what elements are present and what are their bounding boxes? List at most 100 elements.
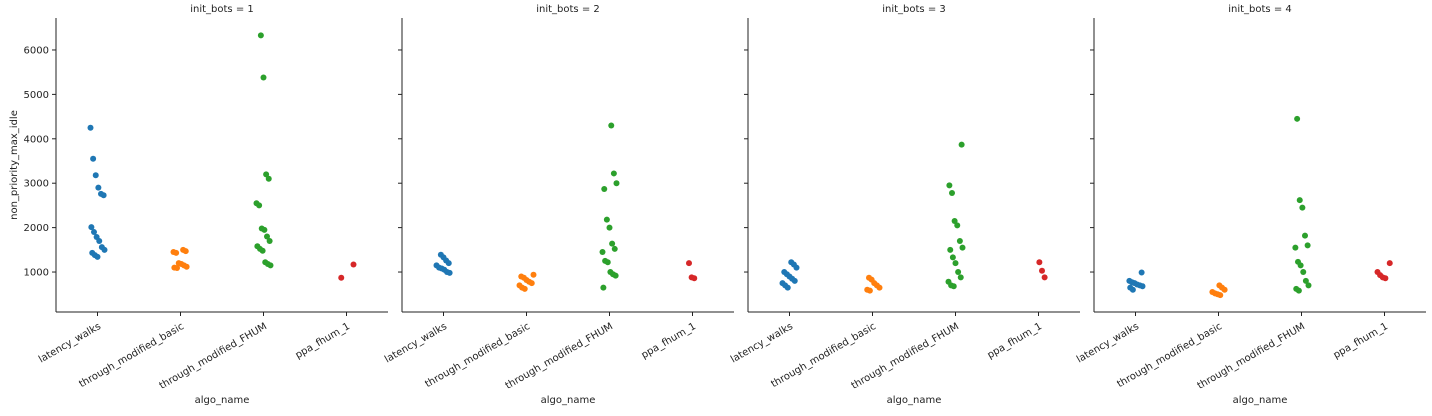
point (266, 237, 273, 244)
point (1382, 275, 1389, 282)
point (259, 247, 266, 254)
point (101, 246, 108, 253)
point (956, 237, 963, 244)
point (793, 264, 800, 271)
point (264, 233, 270, 240)
point (1041, 274, 1048, 281)
point (267, 262, 274, 269)
point (606, 224, 613, 231)
point (1297, 262, 1304, 269)
point (1294, 115, 1301, 122)
point (950, 283, 957, 290)
point (1299, 204, 1306, 211)
point (256, 202, 263, 209)
point (96, 237, 103, 244)
point (261, 226, 268, 233)
point (791, 277, 798, 284)
point (1302, 277, 1309, 284)
point (866, 287, 873, 294)
point (613, 180, 620, 187)
point (1036, 259, 1043, 266)
facet-title: init_bots = 3 (882, 4, 946, 15)
x-tick-label: ppa_fhum_1 (294, 321, 352, 361)
point (604, 259, 611, 266)
point (1139, 283, 1146, 290)
point (952, 260, 959, 267)
point (1129, 286, 1136, 293)
point (92, 172, 99, 179)
point (182, 248, 189, 255)
point (612, 272, 619, 279)
point (100, 192, 107, 199)
point (263, 171, 270, 178)
y-tick-label: 3000 (24, 179, 49, 190)
point (876, 284, 883, 291)
x-tick-label: ppa_fhum_1 (640, 321, 698, 361)
x-tick-label: latency_walks (37, 321, 103, 365)
point (784, 284, 791, 291)
point (1296, 197, 1303, 204)
point (686, 260, 692, 267)
point (611, 245, 618, 252)
x-tick-label: latency_walks (1075, 321, 1141, 365)
y-tick-label: 4000 (24, 134, 49, 145)
point (599, 249, 606, 256)
point (949, 189, 955, 196)
point (959, 244, 966, 251)
point (609, 240, 616, 247)
point (338, 274, 345, 281)
point (88, 224, 95, 231)
point (951, 217, 958, 224)
point (1295, 287, 1302, 294)
point (608, 122, 615, 129)
point (691, 275, 698, 282)
point (257, 32, 264, 39)
point (521, 285, 528, 292)
point (600, 284, 607, 291)
point (1305, 282, 1312, 289)
y-tick-label: 1000 (24, 268, 49, 279)
point (174, 265, 180, 272)
y-tick-label: 6000 (24, 45, 49, 56)
point (95, 184, 102, 191)
point (957, 274, 964, 281)
facet-title: init_bots = 1 (190, 4, 254, 15)
point (446, 269, 453, 276)
point (1292, 244, 1299, 251)
point (528, 280, 535, 287)
point (958, 141, 965, 148)
x-axis-label: algo_name (541, 395, 596, 406)
point (91, 229, 97, 236)
point (87, 124, 94, 131)
point (265, 175, 272, 182)
point (1039, 267, 1045, 274)
point (949, 254, 956, 261)
facet-title: init_bots = 4 (1228, 4, 1292, 15)
point (1217, 292, 1224, 299)
point (1221, 286, 1228, 293)
point (603, 216, 610, 223)
point (1304, 242, 1311, 249)
y-axis-label: non_priority_max_idle (9, 110, 20, 220)
x-axis-label: algo_name (887, 395, 942, 406)
x-tick-label: ppa_fhum_1 (986, 321, 1044, 361)
point (610, 170, 617, 177)
point (90, 155, 97, 162)
point (94, 253, 101, 260)
point (1138, 269, 1145, 276)
point (260, 74, 267, 81)
point (1386, 260, 1393, 267)
y-tick-label: 5000 (24, 90, 49, 101)
point (445, 260, 452, 267)
point (1302, 232, 1308, 239)
point (173, 249, 180, 256)
x-axis-label: algo_name (195, 395, 250, 406)
point (530, 271, 537, 278)
x-tick-label: ppa_fhum_1 (1332, 321, 1390, 361)
point (954, 222, 961, 229)
facet-title: init_bots = 2 (536, 4, 600, 15)
point (350, 261, 357, 268)
x-tick-label: latency_walks (729, 321, 795, 365)
point (946, 182, 953, 189)
